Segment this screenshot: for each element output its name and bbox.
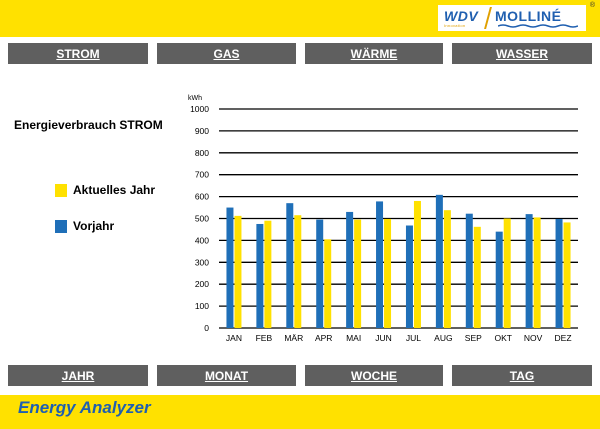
y-tick-label: 300 bbox=[195, 257, 209, 267]
logo-brand-right: MOLLINÉ bbox=[495, 8, 562, 24]
legend-label-previous: Vorjahr bbox=[73, 219, 115, 233]
bar-vorjahr bbox=[346, 211, 354, 328]
bar-vorjahr bbox=[465, 213, 473, 328]
x-tick-label: JUN bbox=[375, 333, 392, 343]
bar-vorjahr bbox=[286, 203, 294, 328]
bar-aktuelles-jahr bbox=[264, 220, 272, 328]
bar-aktuelles-jahr bbox=[443, 210, 451, 328]
x-tick-label: AUG bbox=[434, 333, 452, 343]
legend-swatch-previous bbox=[55, 219, 67, 233]
nav-button-tag[interactable]: TAG bbox=[452, 365, 592, 386]
brand-logo: WDV MOLLINÉ Innovation ® bbox=[438, 2, 595, 31]
y-tick-label: 100 bbox=[195, 301, 209, 311]
x-tick-label: JAN bbox=[226, 333, 242, 343]
x-tick-label: OKT bbox=[494, 333, 511, 343]
y-tick-label: 800 bbox=[195, 148, 209, 158]
bar-aktuelles-jahr bbox=[413, 200, 421, 328]
x-tick-label: MAI bbox=[346, 333, 361, 343]
x-tick-label: NOV bbox=[524, 333, 543, 343]
y-tick-label: 1000 bbox=[190, 104, 209, 114]
bar-vorjahr bbox=[256, 223, 264, 328]
legend-current-year: Aktuelles Jahr bbox=[55, 183, 155, 197]
y-tick-label: 900 bbox=[195, 126, 209, 136]
bar-aktuelles-jahr bbox=[384, 218, 392, 328]
logo-wave-icon bbox=[498, 24, 578, 28]
top-bar-divider bbox=[0, 37, 600, 40]
chart-title: Energieverbrauch STROM bbox=[14, 118, 163, 132]
footer-bar: Energy Analyzer bbox=[0, 395, 600, 429]
x-tick-label: DEZ bbox=[555, 333, 572, 343]
bar-vorjahr bbox=[555, 218, 563, 328]
logo-registered-mark: ® bbox=[589, 2, 595, 9]
bar-aktuelles-jahr bbox=[563, 222, 571, 328]
footer-divider bbox=[0, 390, 600, 393]
bar-aktuelles-jahr bbox=[294, 215, 302, 328]
nav-button-wasser[interactable]: WASSER bbox=[452, 43, 592, 64]
legend-swatch-current bbox=[55, 183, 67, 197]
x-tick-label: MÄR bbox=[284, 333, 303, 343]
logo-brand-left: WDV bbox=[444, 8, 479, 24]
bar-aktuelles-jahr bbox=[473, 226, 481, 328]
bar-vorjahr bbox=[495, 231, 503, 328]
x-tick-label: FEB bbox=[256, 333, 273, 343]
nav-button-woche[interactable]: WOCHE bbox=[305, 365, 443, 386]
bar-aktuelles-jahr bbox=[533, 217, 541, 328]
logo-tagline: Innovation bbox=[444, 23, 466, 28]
y-axis-unit-label: kWh bbox=[188, 95, 202, 102]
bar-vorjahr bbox=[226, 207, 234, 328]
nav-button-waerme[interactable]: WÄRME bbox=[305, 43, 443, 64]
y-tick-label: 0 bbox=[204, 323, 209, 333]
bar-aktuelles-jahr bbox=[503, 218, 511, 328]
nav-button-jahr[interactable]: JAHR bbox=[8, 365, 148, 386]
bar-aktuelles-jahr bbox=[234, 215, 242, 328]
nav-button-gas[interactable]: GAS bbox=[157, 43, 296, 64]
nav-button-strom[interactable]: STROM bbox=[8, 43, 148, 64]
bar-vorjahr bbox=[316, 219, 324, 328]
legend-previous-year: Vorjahr bbox=[55, 219, 114, 233]
x-tick-label: JUL bbox=[406, 333, 421, 343]
bar-vorjahr bbox=[435, 194, 443, 328]
bar-vorjahr bbox=[405, 225, 413, 328]
bar-vorjahr bbox=[525, 214, 533, 328]
y-tick-label: 700 bbox=[195, 170, 209, 180]
bar-vorjahr bbox=[376, 201, 384, 328]
legend-label-current: Aktuelles Jahr bbox=[73, 183, 156, 197]
y-tick-label: 600 bbox=[195, 192, 209, 202]
x-tick-label: SEP bbox=[465, 333, 482, 343]
x-tick-label: APR bbox=[315, 333, 332, 343]
bar-aktuelles-jahr bbox=[354, 219, 362, 328]
y-tick-label: 400 bbox=[195, 235, 209, 245]
y-tick-label: 500 bbox=[195, 214, 209, 224]
footer-title: Energy Analyzer bbox=[18, 398, 151, 417]
nav-button-monat[interactable]: MONAT bbox=[157, 365, 296, 386]
bar-aktuelles-jahr bbox=[324, 239, 332, 328]
y-tick-label: 200 bbox=[195, 279, 209, 289]
